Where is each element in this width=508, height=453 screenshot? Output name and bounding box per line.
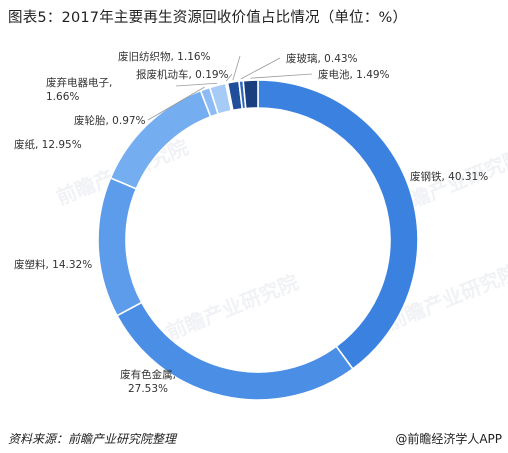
slice-label: 废旧纺织物, 1.16%: [118, 50, 211, 63]
leader-line: [232, 55, 241, 81]
slice-10: [242, 79, 259, 110]
slice-label: 废弃电器电子, 1.66%: [46, 76, 112, 103]
leader-line: [240, 57, 281, 80]
leader-lines: [147, 55, 313, 121]
source-note: 资料来源：前瞻产业研究院整理: [8, 432, 177, 446]
leader-line: [175, 82, 218, 87]
slice-label: 废有色金属, 27.53%: [120, 368, 176, 395]
slice-label: 报废机动车, 0.19%: [136, 68, 229, 81]
leader-line: [225, 73, 233, 82]
slice-3: [97, 176, 143, 317]
slice-4: [109, 89, 212, 190]
slice-1: [257, 79, 419, 371]
watermark-text: 前瞻产业研究院: [163, 270, 302, 345]
leader-line: [250, 73, 313, 79]
slice-label: 废纸, 12.95%: [14, 138, 82, 151]
donut-slices: [97, 79, 419, 401]
slice-label: 废玻璃, 0.43%: [286, 52, 358, 65]
slice-label: 废塑料, 14.32%: [14, 258, 92, 271]
slice-labels: 废钢铁, 40.31% 废有色金属, 27.53% 废塑料, 14.32% 废纸, 12…: [14, 50, 488, 395]
leader-line: [147, 86, 205, 121]
chart-title: 图表5：2017年主要再生资源回收价值占比情况（单位：%）: [8, 10, 408, 26]
slice-label: 废电池, 1.49%: [318, 68, 390, 81]
slice-label: 废轮胎, 0.97%: [74, 114, 146, 127]
slice-label: 废钢铁, 40.31%: [410, 170, 488, 183]
brand-note: @前瞻经济学人APP: [395, 432, 502, 446]
